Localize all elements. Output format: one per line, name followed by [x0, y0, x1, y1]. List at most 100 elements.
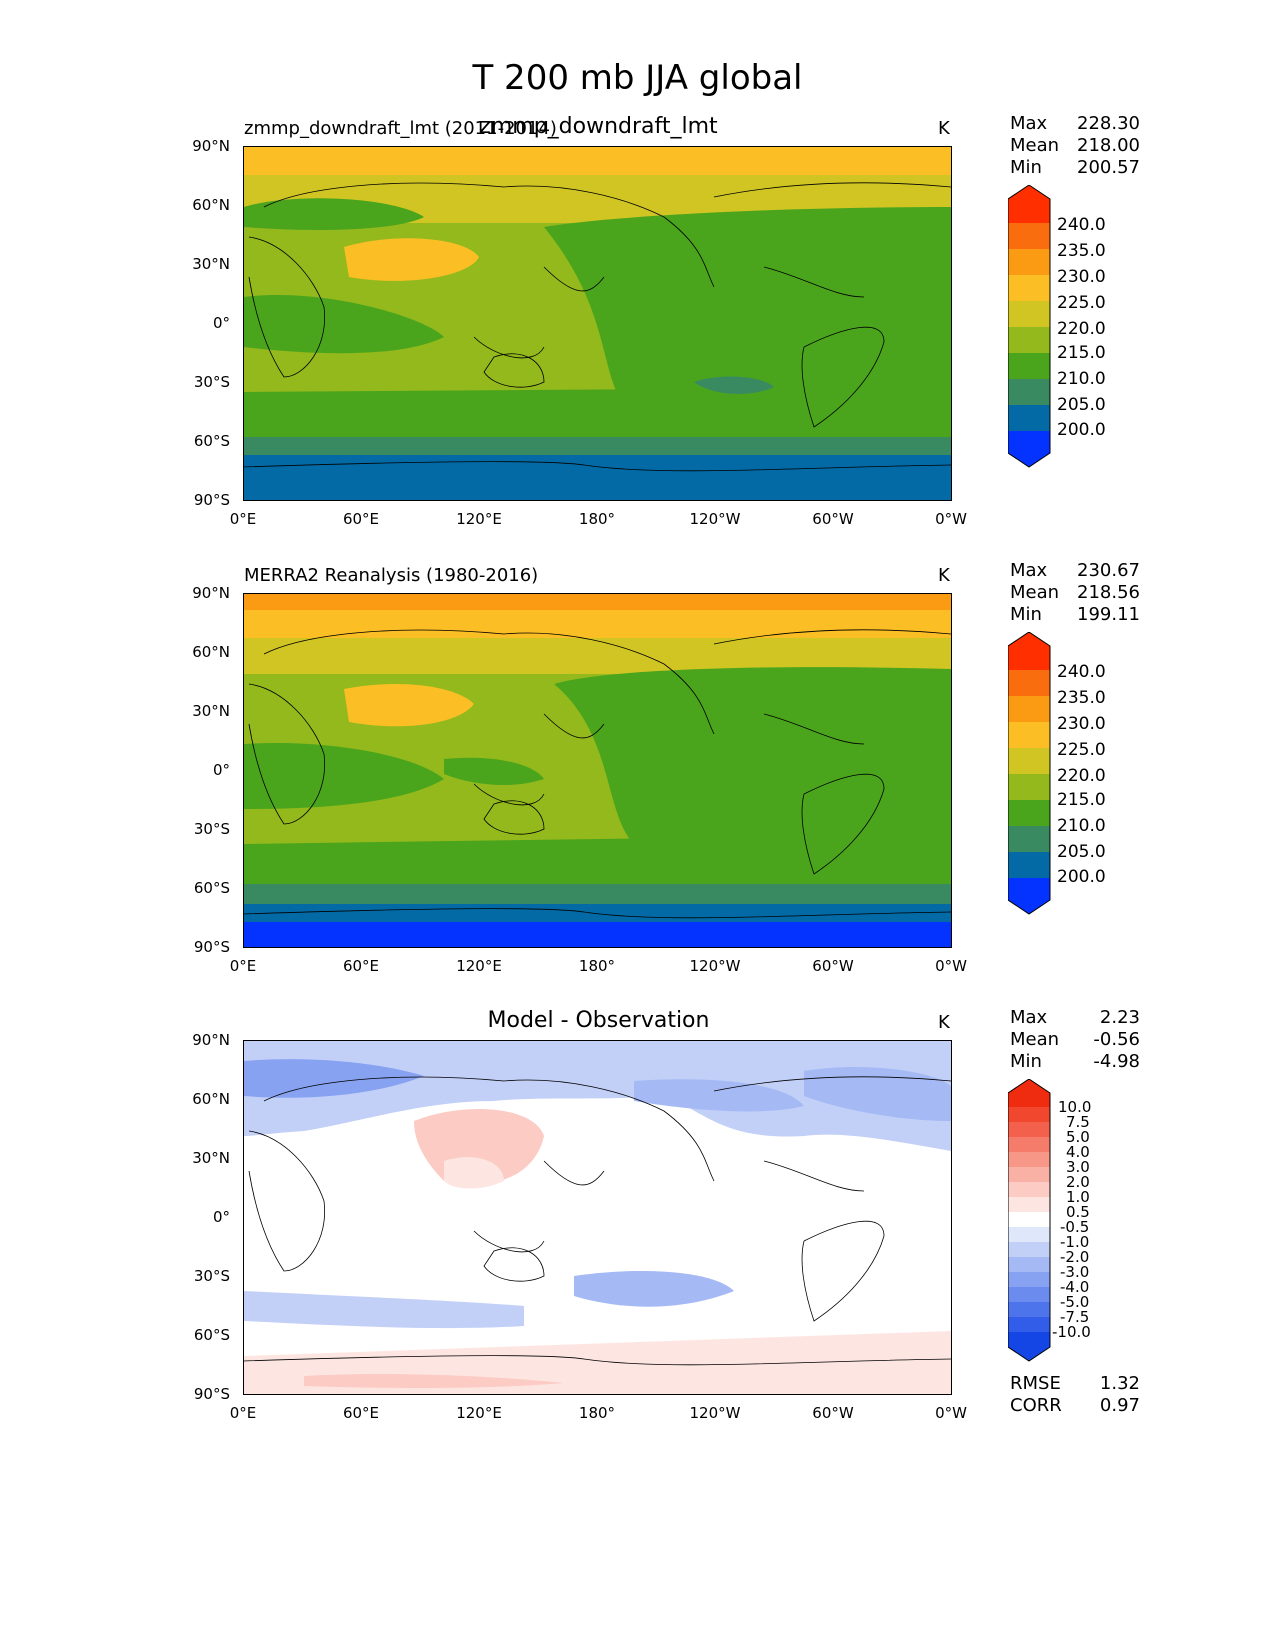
colorbar-outline [1007, 1078, 1051, 1362]
stat-label: Max [1010, 113, 1048, 134]
stat-label: Mean [1010, 1029, 1060, 1050]
colorbar-label: 205.0 [1057, 842, 1106, 862]
australia-coastline [483, 353, 545, 388]
field-band-215-south [244, 387, 951, 440]
colorbar-swatch [1008, 1227, 1050, 1242]
colorbar-extend-top [1008, 185, 1050, 223]
colorbar [1007, 1078, 1052, 1367]
x-tick-label: 180° [578, 957, 616, 975]
y-tick-label: 30°N [192, 702, 230, 720]
colorbar-label: 4.0 [1066, 1143, 1090, 1161]
stat-value: -0.56 [1093, 1029, 1140, 1050]
y-tick-label: 60°S [193, 432, 230, 450]
colorbar [1007, 631, 1052, 920]
field-region-215-maritime [444, 757, 544, 786]
colorbar-label: 200.0 [1057, 420, 1106, 440]
africa-coastline [248, 683, 326, 825]
colorbar-swatch [1008, 249, 1050, 275]
colorbar-label: 1.0 [1066, 1188, 1090, 1206]
y-tick-label: 60°N [192, 196, 230, 214]
field-region-neg3-eurasia [244, 1059, 424, 1098]
field-band-235 [244, 594, 951, 610]
colorbar-swatch [1008, 379, 1050, 405]
colorbar-swatch [1008, 826, 1050, 852]
colorbar-swatch [1008, 1182, 1050, 1197]
panel-stats: Max 230.67 Mean 218.56 Min 199.11 [1010, 560, 1140, 626]
antarctica-coastline [244, 461, 951, 472]
colorbar-outline [1007, 631, 1051, 915]
y-tick-label: 30°S [193, 1267, 230, 1285]
x-tick-label: 120°E [456, 510, 502, 528]
stat-label: Max [1010, 560, 1048, 581]
colorbar-label: 230.0 [1057, 714, 1106, 734]
colorbar-label: -4.0 [1060, 1278, 1090, 1296]
panel-left-title: zmmp_downdraft_lmt (2011-2014) [244, 118, 557, 139]
contour-map [244, 594, 951, 947]
stat-value: 200.57 [1077, 157, 1140, 178]
colorbar-swatch [1008, 1317, 1050, 1332]
y-tick-label: 90°S [193, 1385, 230, 1403]
x-tick-label: 0°E [229, 957, 257, 975]
colorbar-label: 2.0 [1066, 1173, 1090, 1191]
field-region-neg3-pacific [634, 1079, 804, 1112]
colorbar-swatch [1008, 1107, 1050, 1122]
x-tick-label: 180° [578, 1404, 616, 1422]
colorbar-swatch [1008, 774, 1050, 800]
colorbar [1007, 184, 1052, 473]
panel-stats: Max 228.30 Mean 218.00 Min 200.57 [1010, 113, 1140, 179]
colorbar-label: 235.0 [1057, 241, 1106, 261]
colorbar-label: 7.5 [1066, 1113, 1090, 1131]
field-band-210 [244, 437, 951, 455]
stat-value: 218.56 [1077, 582, 1140, 603]
colorbar-bar [1007, 1078, 1051, 1362]
colorbar-label: 10.0 [1058, 1098, 1092, 1116]
colorbar-swatch [1008, 696, 1050, 722]
x-tick-label: 0°E [229, 510, 257, 528]
x-tick-label: 60°E [342, 510, 380, 528]
stat-value: 199.11 [1077, 604, 1140, 625]
field-region-215-africa [244, 743, 444, 809]
panel-metrics: RMSE 1.32 CORR 0.97 [1010, 1373, 1140, 1417]
x-tick-label: 0°W [935, 1404, 967, 1422]
field-band-205 [244, 455, 951, 500]
field-region-210-sp [694, 376, 774, 394]
colorbar-swatch [1008, 1167, 1050, 1182]
colorbar-label: 230.0 [1057, 267, 1106, 287]
field-band-210 [244, 884, 951, 904]
y-tick-label: 90°S [193, 938, 230, 956]
colorbar-label: 210.0 [1057, 369, 1106, 389]
africa-coastline [248, 236, 326, 378]
stat-label: Max [1010, 1007, 1048, 1028]
colorbar-swatch [1008, 670, 1050, 696]
x-tick-label: 60°E [342, 957, 380, 975]
panel-stats: Max 2.23 Mean -0.56 Min -4.98 [1010, 1007, 1140, 1073]
colorbar-swatch [1008, 748, 1050, 774]
y-tick-label: 30°N [192, 1149, 230, 1167]
y-tick-label: 90°N [192, 584, 230, 602]
colorbar-label: 240.0 [1057, 662, 1106, 682]
y-tick-label: 90°S [193, 491, 230, 509]
field-region-215-pacific [544, 207, 951, 409]
y-tick-label: 0° [212, 761, 230, 779]
colorbar-label: 200.0 [1057, 867, 1106, 887]
panel-units: K [938, 565, 950, 586]
metric-label: CORR [1010, 1395, 1062, 1416]
x-tick-label: 180° [578, 510, 616, 528]
colorbar-label: -1.0 [1060, 1233, 1090, 1251]
field-region-pos2-antarctic [304, 1373, 564, 1388]
asia-coastline [263, 629, 715, 806]
x-tick-label: 120°W [689, 957, 741, 975]
panel-center-title: Model - Observation [487, 1008, 710, 1033]
colorbar-swatch [1008, 1197, 1050, 1212]
field-band-230 [244, 147, 951, 175]
colorbar-extend-bottom [1008, 878, 1050, 914]
australia-coastline [483, 800, 545, 835]
colorbar-swatch [1008, 353, 1050, 379]
y-tick-label: 0° [212, 1208, 230, 1226]
x-tick-label: 60°W [812, 957, 854, 975]
colorbar-extend-top [1008, 1079, 1050, 1107]
colorbar-label: 220.0 [1057, 319, 1106, 339]
field-region-215-pacific [554, 667, 951, 849]
field-band-200 [244, 922, 951, 947]
colorbar-swatch [1008, 327, 1050, 353]
